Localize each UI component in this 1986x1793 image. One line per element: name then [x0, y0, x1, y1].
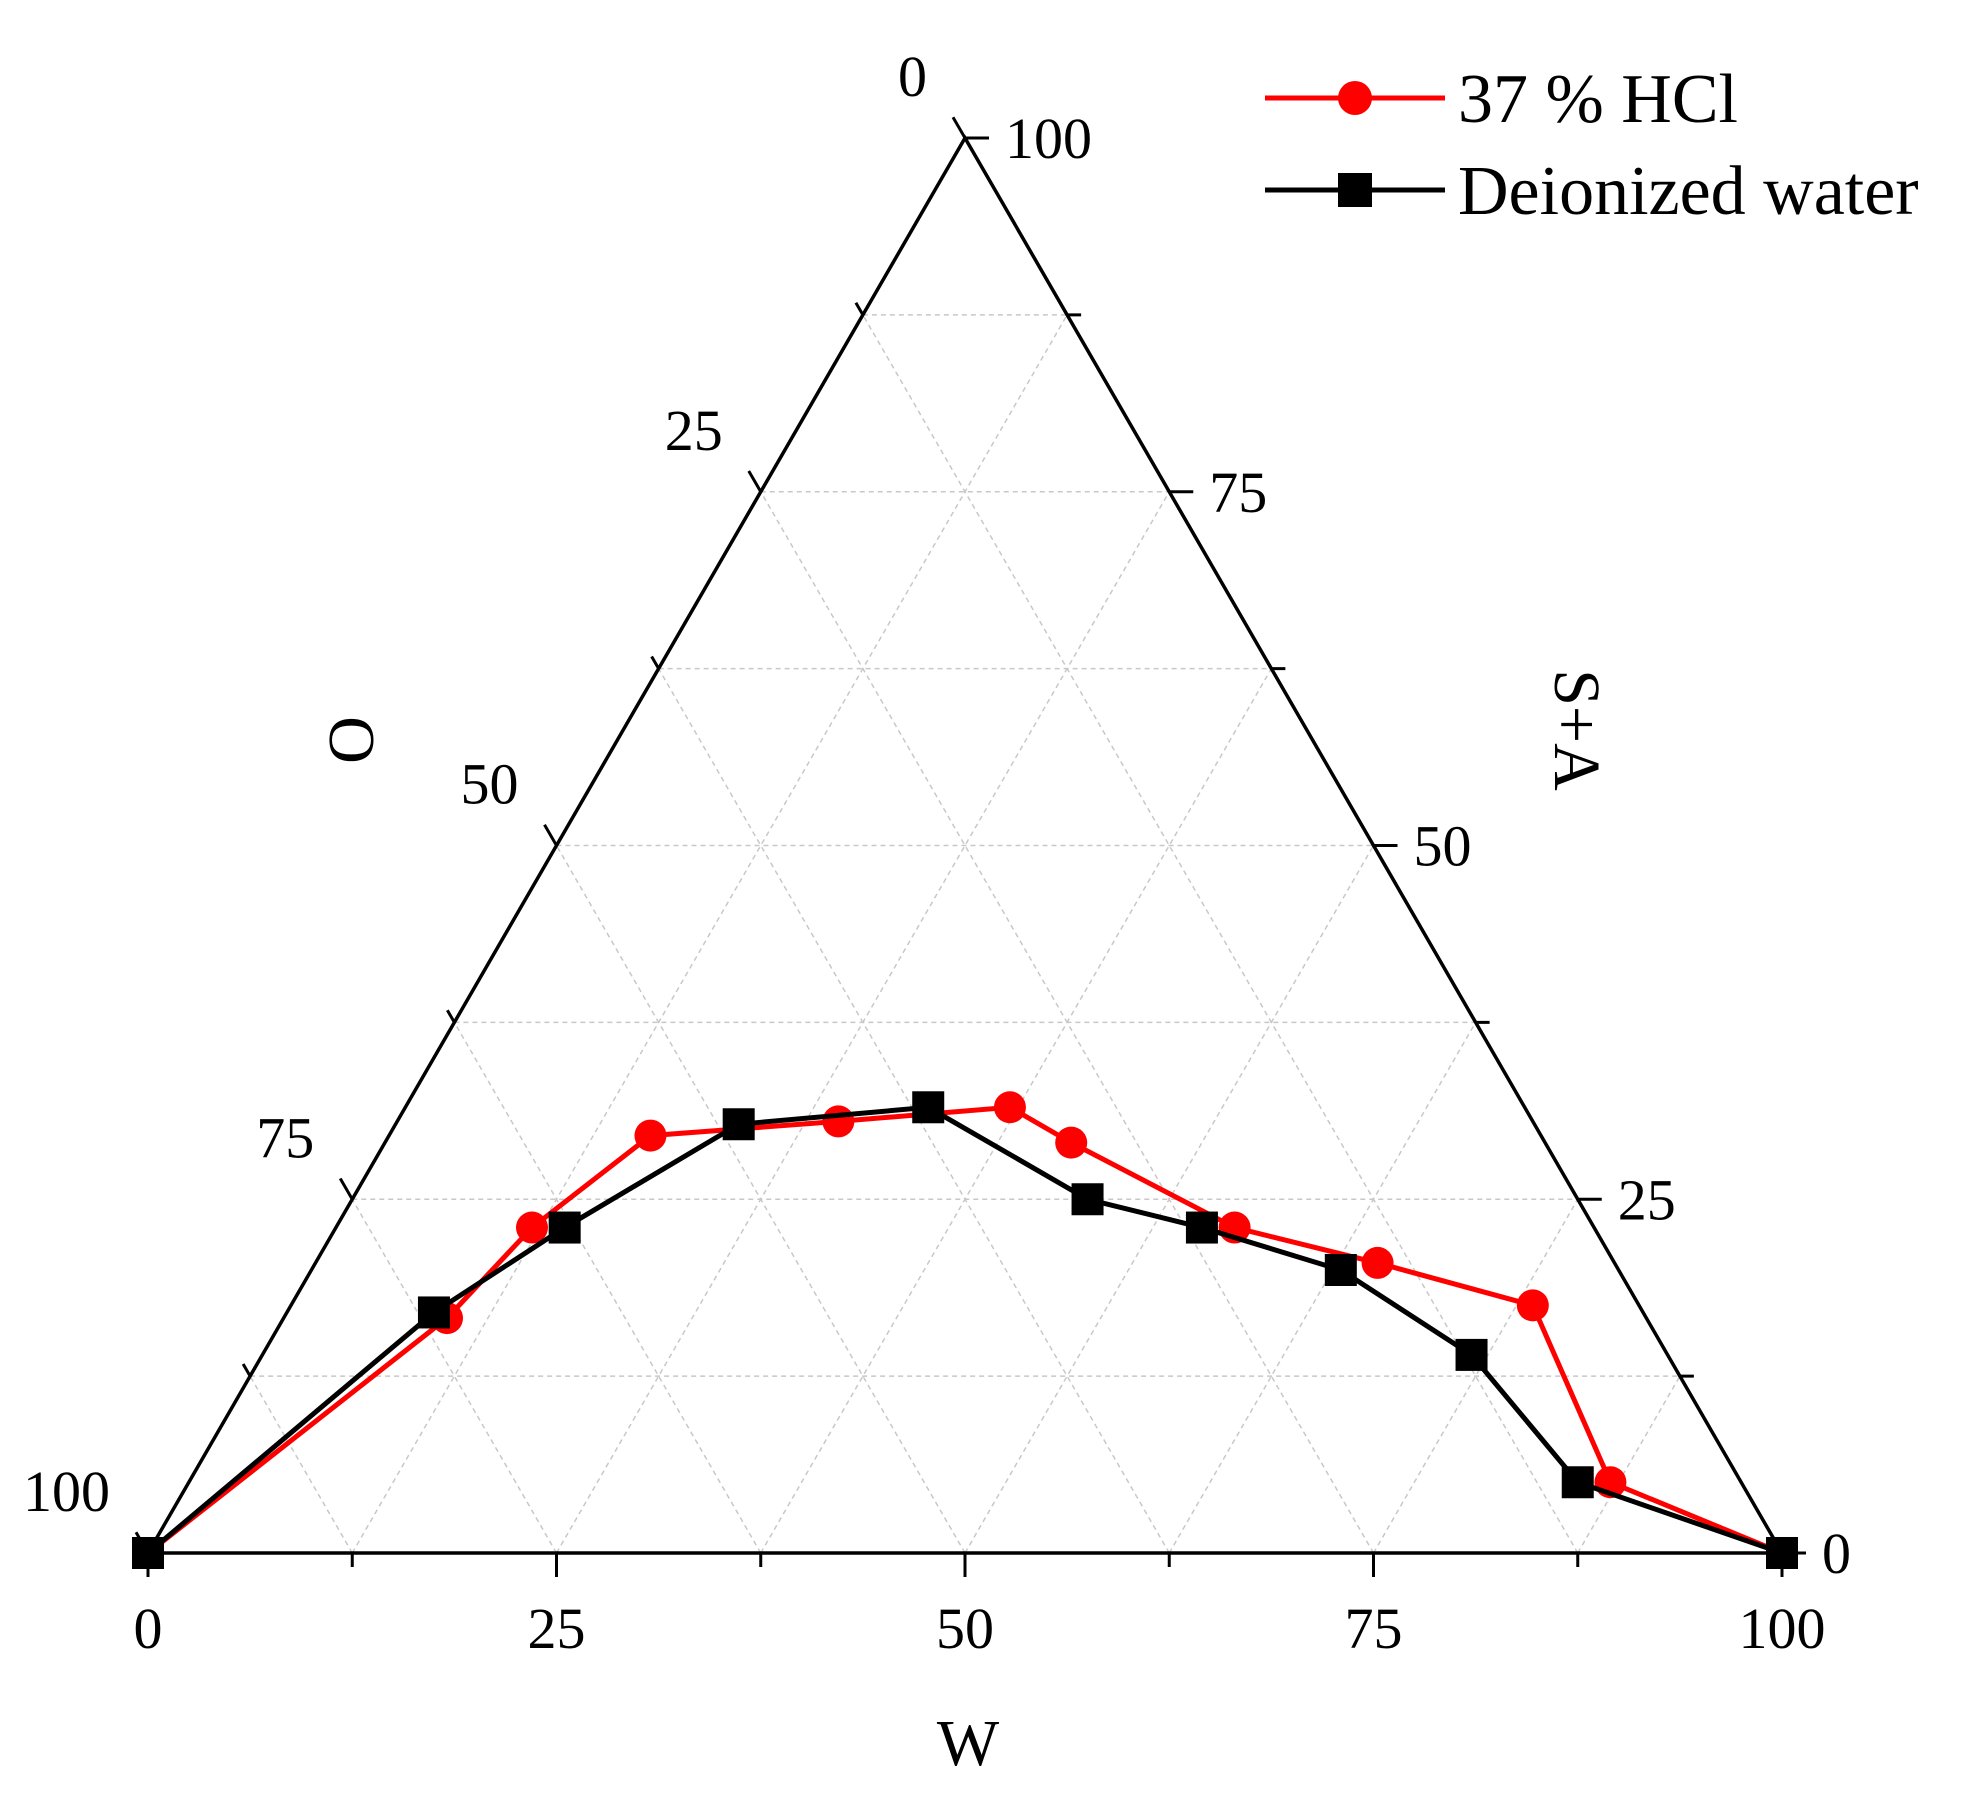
data-point — [417, 1296, 450, 1329]
tick-left — [747, 470, 763, 493]
tick-label-right: 0 — [1822, 1521, 1851, 1586]
data-point — [912, 1091, 945, 1124]
axis-title-bottom: W — [937, 1707, 1000, 1780]
series — [132, 1091, 1798, 1569]
tick-label-right: 50 — [1414, 814, 1472, 879]
tick-label-right: 75 — [1209, 460, 1267, 525]
series-line — [146, 1104, 1783, 1556]
tick-left — [338, 1177, 354, 1201]
tick-left — [854, 302, 865, 316]
tick-left — [951, 116, 967, 139]
axis-title-right: S+A — [1540, 669, 1613, 791]
data-point — [634, 1119, 667, 1152]
data-point — [132, 1537, 164, 1569]
data-point — [822, 1105, 855, 1138]
data-point — [1324, 1254, 1357, 1286]
tick-label-left: 75 — [256, 1105, 314, 1170]
grid-line-w — [1168, 1021, 1477, 1554]
legend: 37 % HCl Deionized water — [1265, 61, 1919, 230]
grid-line-o — [760, 491, 1375, 1554]
data-point — [1071, 1183, 1104, 1216]
tick-label-left: 50 — [461, 752, 519, 817]
axis-title-left: O — [315, 716, 388, 764]
tick-label-bottom: 50 — [936, 1596, 994, 1661]
tick-label-right: 100 — [1005, 106, 1092, 171]
tick-left — [446, 1009, 456, 1024]
grid-line-o — [249, 1375, 353, 1554]
tick-label-bottom: 25 — [528, 1596, 586, 1661]
data-point — [1561, 1466, 1594, 1499]
grid — [249, 314, 1681, 1554]
grid-line-w — [351, 314, 1068, 1554]
data-point — [1055, 1126, 1088, 1159]
data-point — [1516, 1289, 1549, 1322]
grid-line-o — [555, 845, 966, 1554]
tick-label-bottom: 100 — [1739, 1596, 1826, 1661]
tick-label-right: 25 — [1618, 1167, 1676, 1232]
tick-label-left: 100 — [23, 1459, 110, 1524]
tick-left — [241, 1363, 252, 1377]
legend-marker-hcl — [1338, 81, 1372, 115]
data-point — [1185, 1211, 1218, 1244]
grid-line-o — [453, 1021, 762, 1554]
data-point — [1766, 1537, 1798, 1569]
grid-line-w — [1577, 1375, 1681, 1554]
series-water — [132, 1091, 1798, 1569]
series-line — [146, 1104, 1783, 1556]
legend-label-water: Deionized water — [1458, 153, 1919, 230]
data-point — [1455, 1338, 1488, 1371]
data-point — [993, 1091, 1026, 1124]
tick-left — [650, 655, 660, 670]
tick-label-bottom: 75 — [1345, 1596, 1403, 1661]
data-point — [722, 1108, 755, 1141]
legend-marker-water — [1338, 173, 1372, 207]
tick-left — [543, 823, 558, 847]
data-point — [515, 1211, 548, 1244]
tick-label-left: 25 — [665, 398, 723, 463]
tick-label-left: 0 — [898, 44, 927, 109]
series-hcl — [132, 1091, 1798, 1569]
data-point — [548, 1211, 581, 1244]
legend-label-hcl: 37 % HCl — [1458, 61, 1738, 138]
axis-ticks: 0 25 50 75 100 0 25 50 75 100 0 25 50 75 100 — [23, 44, 1851, 1661]
data-point — [1361, 1246, 1394, 1279]
tick-label-bottom: 0 — [134, 1596, 163, 1661]
